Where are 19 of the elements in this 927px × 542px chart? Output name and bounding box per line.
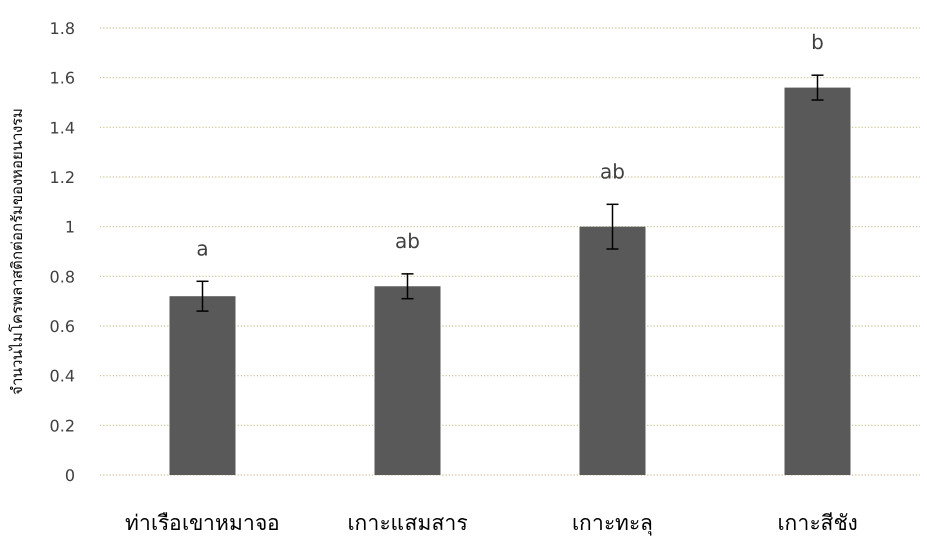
- x-tick-label: เกาะทะลุ: [572, 511, 653, 536]
- y-tick-label: 0.2: [50, 416, 75, 436]
- y-tick-label: 0.8: [50, 267, 75, 286]
- x-tick-label: เกาะสีชัง: [778, 511, 858, 535]
- y-tick-label: 1.6: [50, 68, 75, 88]
- annotation: ab: [600, 159, 625, 184]
- x-tick-label: เกาะแสมสาร: [348, 511, 468, 535]
- y-tick-label: 1.4: [50, 118, 75, 138]
- y-tick-label: 0.4: [50, 366, 75, 386]
- y-tick-label: 0.6: [50, 317, 75, 336]
- y-tick-label: 1.8: [50, 19, 75, 38]
- annotation: ab: [395, 228, 420, 253]
- annotation: a: [196, 236, 209, 260]
- y-axis-title: จำนวนไมโครพลาสติกต่อกรัมของหอยนางรม: [8, 108, 26, 395]
- y-tick-label: 1: [64, 218, 75, 237]
- y-tick-label: 0: [64, 466, 75, 485]
- y-tick-label: 1.2: [50, 168, 75, 187]
- annotation: b: [811, 30, 824, 54]
- x-tick-label: ท่าเรือเขาหมาจอ: [125, 511, 280, 535]
